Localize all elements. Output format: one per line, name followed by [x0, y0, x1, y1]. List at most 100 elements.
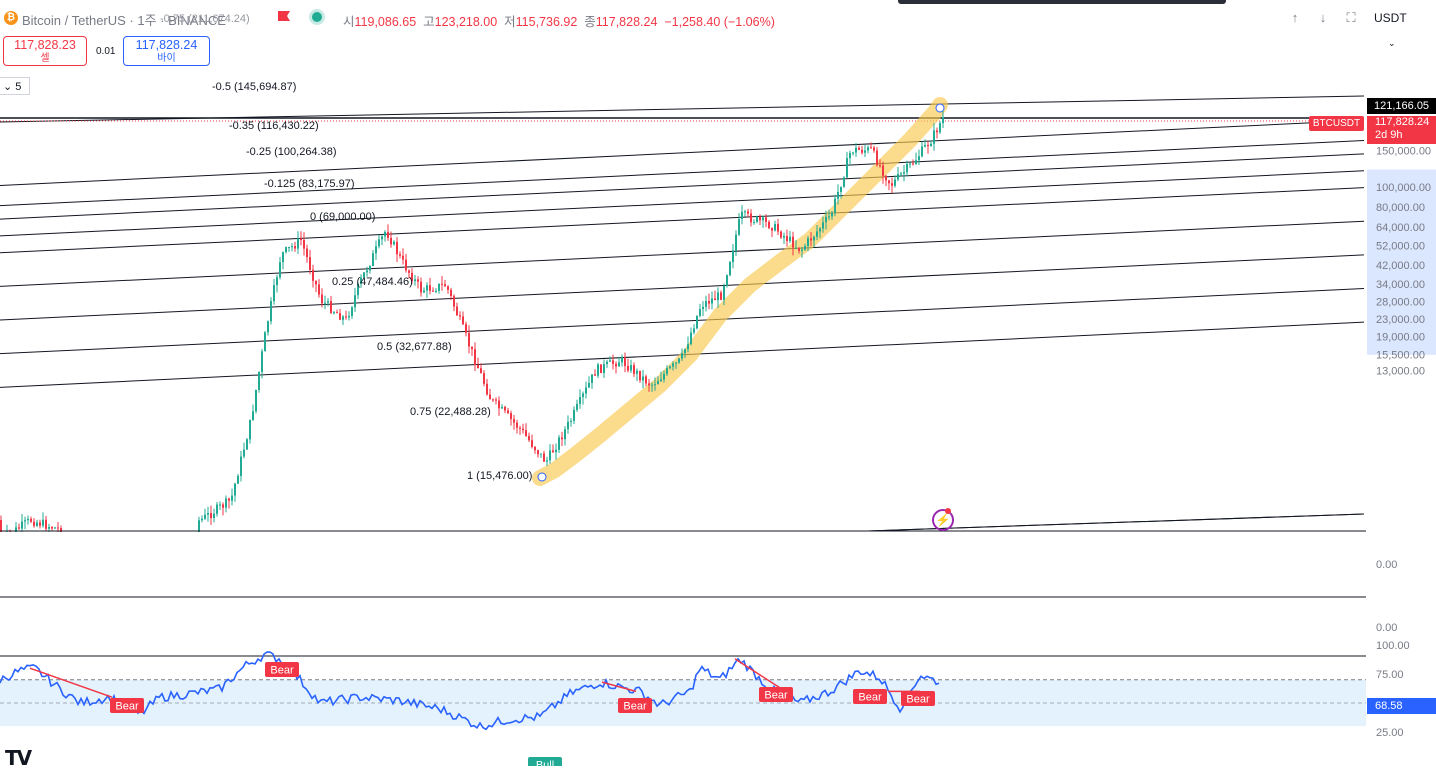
candle-body	[747, 211, 749, 214]
pane2-zero-label: 0.00	[1376, 622, 1397, 634]
candle-body	[564, 429, 566, 440]
candle-body	[795, 247, 797, 249]
lightning-alert-icon[interactable]: ⚡	[932, 509, 954, 531]
candle-body	[774, 224, 776, 231]
candle-body	[840, 186, 842, 192]
candle-body	[453, 296, 455, 307]
fib-level-label: 0 (69,000.00)	[310, 211, 375, 223]
signal-tag-bg	[528, 757, 562, 766]
candle-body	[33, 521, 35, 526]
candle-body	[213, 513, 215, 519]
candle-body	[513, 419, 515, 423]
sell-label: 셀	[40, 53, 50, 64]
candle-body	[864, 150, 866, 153]
candle-body	[672, 363, 674, 367]
candle-body	[303, 239, 305, 249]
signal-tag-bear: Bear	[759, 687, 793, 702]
candle-body	[432, 290, 434, 292]
candle-body	[345, 316, 347, 318]
candle-body	[18, 527, 20, 529]
candle-body	[918, 156, 920, 161]
candle-body	[381, 236, 383, 240]
candle-body	[318, 284, 320, 295]
candle-body	[810, 238, 812, 241]
candle-body	[39, 522, 41, 526]
market-open-indicator	[312, 12, 322, 22]
candle-body	[807, 238, 809, 247]
candle-body	[396, 241, 398, 255]
candle-body	[366, 270, 368, 273]
candle-body	[522, 428, 524, 431]
fullscreen-icon[interactable]: ⛶	[1346, 10, 1356, 25]
candle-body	[435, 290, 437, 292]
signal-tag-bull: Bull	[528, 757, 562, 766]
candle-body	[855, 147, 857, 153]
candle-body	[282, 252, 284, 263]
fib-level-label: -0.5 (145,694.87)	[212, 81, 296, 93]
candle-body	[702, 306, 704, 310]
candle-body	[609, 360, 611, 362]
signal-tag-bear: Bear	[618, 698, 652, 713]
indicators-collapse-button[interactable]: ⌄ 5	[0, 77, 30, 95]
oscillator-tick-label: 25.00	[1376, 727, 1404, 739]
flag-icon[interactable]	[278, 11, 290, 21]
candle-body	[543, 453, 545, 462]
candle-body	[789, 236, 791, 241]
candle-body	[519, 427, 521, 429]
symbol-title[interactable]: Bitcoin / TetherUS · 1주 · BINANCE	[22, 13, 226, 28]
candle-body	[714, 298, 716, 301]
current-price-label: 117,828.24 2d 9h	[1367, 116, 1436, 144]
candle-body	[873, 147, 875, 151]
oscillator-tick-label: 75.00	[1376, 669, 1404, 681]
candle-body	[261, 351, 263, 372]
candle-body	[249, 419, 251, 440]
fib-line	[0, 139, 1365, 207]
buy-button[interactable]: 117,828.24 바이	[123, 36, 210, 66]
floating-toolbar-edge[interactable]	[898, 0, 1226, 4]
candle-body	[360, 277, 362, 284]
candle-body	[246, 439, 248, 450]
candle-body	[330, 301, 332, 313]
candle-body	[459, 315, 461, 317]
candle-body	[30, 518, 32, 522]
candle-body	[378, 239, 380, 247]
signal-tag-label: Bear	[270, 665, 294, 677]
candle-body	[471, 346, 473, 350]
currency-select[interactable]: USDT ⌄	[1374, 11, 1407, 48]
tradingview-logo[interactable]: TV	[5, 746, 32, 770]
price-tick-label: 52,000.00	[1376, 241, 1425, 253]
candle-body	[351, 307, 353, 317]
arrow-up-icon[interactable]: ↑	[1291, 10, 1299, 25]
candle-body	[306, 248, 308, 258]
candle-body	[633, 365, 635, 374]
signal-tag-label: Bear	[764, 690, 788, 702]
candle-body	[399, 254, 401, 256]
candle-body	[636, 370, 638, 374]
arrow-down-icon[interactable]: ↓	[1319, 10, 1327, 25]
candle-body	[870, 147, 872, 149]
candle-body	[231, 495, 233, 501]
candle-body	[21, 521, 23, 529]
candle-body	[825, 216, 827, 223]
fib-line	[0, 187, 1365, 254]
candle-body	[24, 520, 26, 522]
fib-level-label: 0.25 (47,484.46)	[332, 276, 413, 288]
fib-line	[0, 119, 1365, 186]
candle-body	[681, 353, 683, 359]
candle-body	[846, 158, 848, 178]
candle-body	[57, 527, 59, 529]
candle-body	[573, 409, 575, 421]
candle-body	[738, 218, 740, 235]
candle-body	[369, 266, 371, 271]
sell-button[interactable]: 117,828.23 셀	[3, 36, 87, 66]
candle-body	[315, 280, 317, 285]
candle-body	[411, 272, 413, 282]
candle-body	[705, 301, 707, 307]
candle-body	[486, 383, 488, 395]
candle-body	[273, 285, 275, 302]
candle-body	[567, 421, 569, 430]
candle-body	[711, 298, 713, 304]
candle-body	[765, 217, 767, 222]
candle-body	[258, 371, 260, 390]
